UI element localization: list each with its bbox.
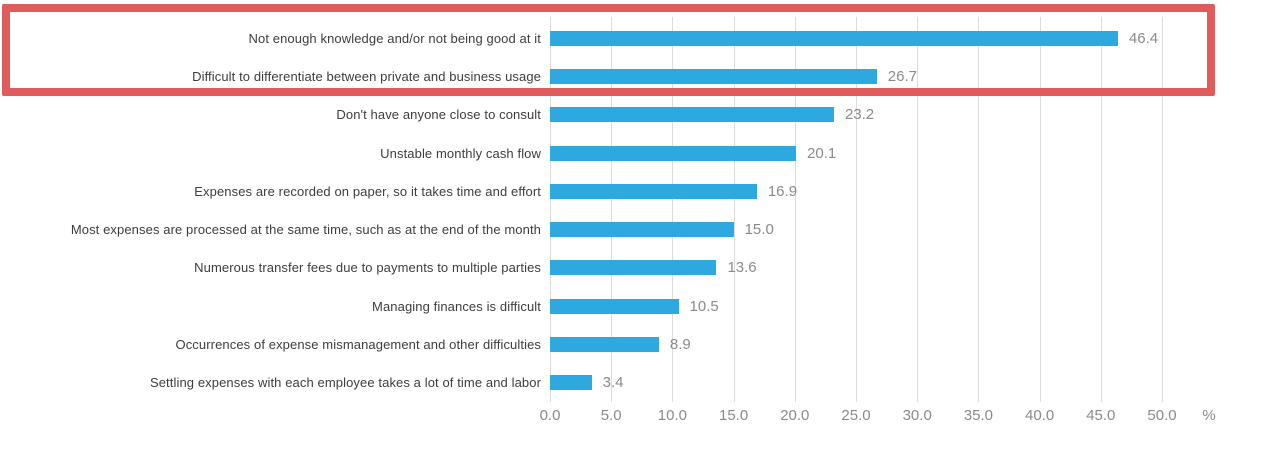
value-label: 8.9 bbox=[669, 336, 691, 354]
chart-row: Not enough knowledge and/or not being go… bbox=[0, 19, 1268, 57]
category-label: Not enough knowledge and/or not being go… bbox=[248, 30, 541, 46]
gridline bbox=[856, 17, 857, 402]
x-tick-label: 15.0 bbox=[718, 407, 749, 424]
x-tick-label: 20.0 bbox=[780, 407, 810, 424]
bar bbox=[550, 145, 797, 161]
bar-track: 46.4 bbox=[550, 29, 1268, 47]
x-tick-label: 40.0 bbox=[1024, 407, 1055, 424]
bar bbox=[550, 30, 1118, 46]
x-tick-label: 30.0 bbox=[902, 407, 932, 424]
gridline bbox=[1162, 17, 1163, 402]
bar bbox=[550, 260, 717, 276]
x-tick-label: 0.0 bbox=[539, 407, 561, 424]
gridline bbox=[1039, 17, 1041, 402]
value-label: 3.4 bbox=[602, 374, 624, 392]
chart-row: Settling expenses with each employee tak… bbox=[0, 364, 1268, 402]
bar-track: 16.9 bbox=[550, 182, 1268, 200]
x-tick-label: 25.0 bbox=[841, 407, 871, 424]
category-label: Unstable monthly cash flow bbox=[380, 145, 541, 161]
value-label: 46.4 bbox=[1128, 29, 1159, 47]
value-label: 20.1 bbox=[807, 144, 837, 162]
chart-row: Expenses are recorded on paper, so it ta… bbox=[0, 172, 1268, 210]
category-label: Most expenses are processed at the same … bbox=[70, 222, 541, 238]
bar-track: 23.2 bbox=[550, 106, 1268, 124]
gridline bbox=[978, 17, 980, 402]
bar bbox=[550, 183, 757, 199]
gridline bbox=[550, 17, 551, 402]
bar-track: 15.0 bbox=[550, 221, 1268, 239]
bar-track: 13.6 bbox=[550, 259, 1268, 277]
x-tick-label: 10.0 bbox=[657, 407, 687, 424]
chart-row: Don't have anyone close to consult 23.2 bbox=[0, 96, 1268, 134]
category-label: Managing finances is difficult bbox=[372, 298, 541, 314]
chart-row: Difficult to differentiate between priva… bbox=[0, 57, 1268, 95]
category-label: Occurrences of expense mismanagement and… bbox=[175, 337, 541, 353]
bar bbox=[550, 298, 679, 314]
bar bbox=[550, 68, 877, 84]
value-label: 15.0 bbox=[744, 221, 774, 239]
value-label: 26.7 bbox=[887, 67, 917, 85]
chart-rows: Not enough knowledge and/or not being go… bbox=[0, 19, 1268, 402]
value-label: 13.6 bbox=[727, 259, 757, 277]
x-tick-label: 50.0 bbox=[1147, 407, 1177, 424]
x-tick-label: 5.0 bbox=[600, 407, 622, 424]
bar bbox=[550, 375, 592, 391]
category-label: Difficult to differentiate between priva… bbox=[192, 68, 541, 84]
chart-row: Most expenses are processed at the same … bbox=[0, 210, 1268, 248]
x-tick-label: 35.0 bbox=[963, 407, 993, 424]
chart-row: Numerous transfer fees due to payments t… bbox=[0, 249, 1268, 287]
bar bbox=[550, 222, 734, 238]
chart-row: Managing finances is difficult 10.5 bbox=[0, 287, 1268, 325]
category-label: Don't have anyone close to consult bbox=[336, 107, 541, 123]
bar-track: 10.5 bbox=[550, 297, 1268, 315]
bar bbox=[550, 337, 659, 353]
chart-row: Unstable monthly cash flow 20.1 bbox=[0, 134, 1268, 172]
category-label: Settling expenses with each employee tak… bbox=[149, 375, 541, 391]
category-label: Expenses are recorded on paper, so it ta… bbox=[194, 183, 541, 199]
gridline bbox=[1100, 17, 1102, 402]
gridlines bbox=[550, 17, 1170, 402]
bar-track: 20.1 bbox=[550, 144, 1268, 162]
gridline bbox=[611, 17, 613, 402]
bar-track: 8.9 bbox=[550, 336, 1268, 354]
value-label: 23.2 bbox=[844, 106, 875, 124]
category-label: Numerous transfer fees due to payments t… bbox=[194, 260, 541, 276]
value-label: 16.9 bbox=[767, 182, 798, 200]
bar-track: 3.4 bbox=[550, 374, 1268, 392]
gridline bbox=[794, 17, 796, 402]
gridline bbox=[733, 17, 735, 402]
bar-track: 26.7 bbox=[550, 67, 1268, 85]
bar bbox=[550, 107, 834, 123]
gridline bbox=[917, 17, 919, 402]
x-tick-label: 45.0 bbox=[1086, 407, 1116, 424]
x-axis: 0.0 5.0 10.0 15.0 20.0 25.0 30.0 35.0 40.0 45.0 50… bbox=[540, 407, 1268, 429]
x-axis-unit-label: % bbox=[1202, 407, 1216, 424]
value-label: 10.5 bbox=[689, 297, 719, 315]
chart-row: Occurrences of expense mismanagement and… bbox=[0, 325, 1268, 363]
gridline bbox=[672, 17, 674, 402]
